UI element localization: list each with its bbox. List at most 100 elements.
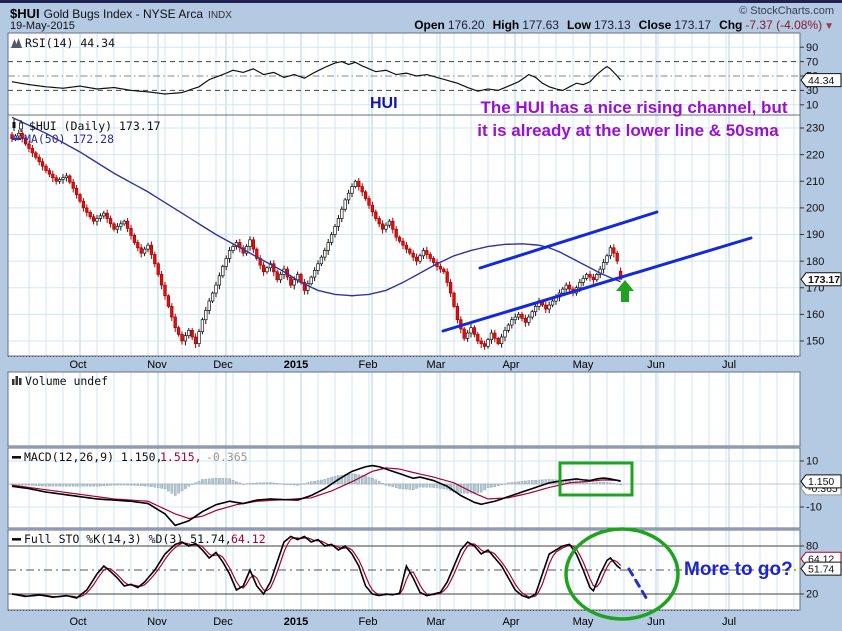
macd-histogram-bar bbox=[612, 483, 616, 485]
rsi-value-label-box bbox=[800, 73, 842, 88]
candle-body bbox=[224, 258, 228, 267]
candle-body bbox=[340, 208, 344, 219]
macd-histogram-bar bbox=[207, 478, 211, 485]
candle-body bbox=[20, 132, 24, 139]
candle-body bbox=[448, 282, 453, 294]
candle-body bbox=[265, 267, 269, 273]
month-label-apr: Apr bbox=[502, 359, 519, 371]
macd-histogram-bar bbox=[282, 483, 286, 485]
candle-body bbox=[156, 263, 160, 275]
top-border bbox=[0, 0, 842, 3]
candle-body bbox=[411, 252, 415, 258]
candle-body bbox=[125, 220, 130, 229]
candle-body bbox=[418, 255, 422, 262]
macd-histogram-bar bbox=[197, 480, 201, 485]
candle-body bbox=[105, 212, 109, 219]
sto-highlight-ellipse bbox=[564, 527, 680, 621]
macd-histogram-bar bbox=[418, 483, 422, 488]
macd-histogram-bar bbox=[374, 479, 378, 485]
macd-histogram-bar bbox=[109, 483, 112, 486]
candle-body bbox=[302, 282, 307, 291]
macd-histogram-bar bbox=[473, 483, 476, 494]
candle-body bbox=[353, 180, 358, 187]
candle-body bbox=[176, 327, 181, 335]
panel-backgrounds bbox=[7, 32, 801, 611]
quote-strip: Open 176.20 High 177.63 Low 173.13 Close 173.17… bbox=[406, 18, 834, 32]
macd-histogram-bar bbox=[466, 483, 469, 494]
candle-body bbox=[397, 236, 402, 242]
candle-body bbox=[64, 175, 69, 179]
macd-histogram-bar bbox=[112, 483, 116, 486]
macd-histogram-bar bbox=[408, 483, 412, 490]
hui-label: HUI bbox=[370, 95, 398, 112]
macd-histogram-bar bbox=[75, 483, 78, 487]
macd-histogram-bar bbox=[401, 483, 405, 490]
macd-histogram-bar bbox=[486, 483, 490, 488]
macd-histogram-bar bbox=[20, 483, 24, 486]
candle-body bbox=[180, 333, 184, 342]
rsi-zigzag-icon bbox=[11, 38, 22, 48]
macd-histogram-bar bbox=[598, 482, 602, 485]
vol-panel-border bbox=[7, 371, 801, 447]
symbol: $HUI bbox=[10, 6, 40, 21]
candle-body bbox=[367, 198, 371, 206]
rsi-line bbox=[11, 60, 622, 95]
candle-body bbox=[129, 227, 133, 236]
month-label-bottom-nov: Nov bbox=[147, 616, 167, 628]
candle-body bbox=[584, 274, 589, 279]
macd-histogram-bar bbox=[364, 475, 367, 485]
month-label-jun: Jun bbox=[647, 359, 665, 371]
rsi-axis-label: 10 bbox=[806, 100, 818, 112]
macd-histogram-bar bbox=[65, 483, 68, 487]
ma-legend: MA(50) 172.28 bbox=[24, 132, 114, 146]
macd-histogram-bar bbox=[381, 482, 384, 485]
macd-histogram-bar bbox=[595, 482, 599, 485]
candle-body bbox=[550, 300, 555, 306]
candle-body bbox=[23, 138, 28, 145]
candle-body bbox=[149, 244, 154, 255]
price-legend: $HUI (Daily) 173.17 bbox=[29, 119, 161, 133]
macd-histogram-bar bbox=[61, 483, 65, 487]
candle-body bbox=[357, 180, 361, 187]
macd-histogram-bar bbox=[592, 482, 595, 485]
month-label-bottom-jul: Jul bbox=[722, 616, 736, 628]
macd-histogram-bar bbox=[258, 482, 262, 485]
candle-body bbox=[166, 295, 171, 307]
macd-histogram-bar bbox=[309, 481, 313, 485]
candle-body bbox=[255, 248, 259, 259]
macd-histogram-bar bbox=[99, 483, 102, 487]
candle-body bbox=[380, 223, 385, 230]
rsi-axis-label: 90 bbox=[806, 42, 818, 54]
candle-body bbox=[595, 274, 599, 281]
macd-histogram-bar bbox=[537, 479, 541, 485]
macd-histogram-bar bbox=[289, 483, 293, 485]
projection-dashed-arrow bbox=[627, 567, 650, 603]
macd-histogram-bar bbox=[619, 483, 622, 486]
candle-body bbox=[37, 156, 41, 163]
macd-histogram-bar bbox=[238, 482, 242, 485]
macd-histogram-bar bbox=[71, 483, 75, 487]
candle-body bbox=[132, 235, 137, 243]
candle-body bbox=[612, 247, 616, 254]
macd-histogram-bar bbox=[432, 483, 435, 488]
candle-body bbox=[306, 283, 310, 291]
candle-body bbox=[520, 314, 524, 319]
open-value: 176.20 bbox=[447, 18, 485, 32]
candle-body bbox=[581, 278, 585, 283]
macd-histogram-bar bbox=[371, 478, 374, 485]
price-axis-label: 160 bbox=[806, 309, 824, 321]
candle-body bbox=[44, 165, 48, 171]
macd-histogram-bar bbox=[422, 483, 425, 488]
macd-histogram-bar bbox=[122, 483, 126, 486]
candle-body bbox=[272, 263, 276, 273]
candle-body bbox=[533, 306, 538, 313]
chg-value: -7.37 (-4.08%) bbox=[745, 18, 823, 32]
candle-body bbox=[30, 148, 35, 154]
macd-histogram-bar bbox=[24, 483, 27, 486]
volume-legend: Volume undef bbox=[25, 374, 108, 388]
candle-body bbox=[567, 284, 572, 290]
candle-body bbox=[384, 224, 388, 230]
price-axis-label: 200 bbox=[806, 203, 824, 215]
candle-body bbox=[499, 336, 504, 345]
close-label: Close bbox=[638, 18, 672, 32]
